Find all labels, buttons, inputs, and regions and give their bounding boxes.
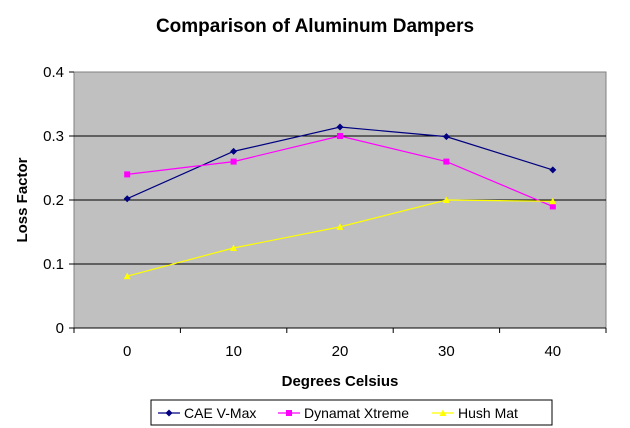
data-point — [337, 133, 343, 139]
legend-label: CAE V-Max — [184, 405, 256, 421]
y-tick-label: 0.4 — [43, 64, 64, 81]
x-tick-label: 30 — [438, 343, 455, 360]
x-tick-label: 10 — [225, 343, 242, 360]
legend-box — [150, 399, 553, 426]
y-axis: 0 0.1 0.2 0.3 0.4 — [43, 64, 74, 337]
series-0 — [123, 123, 557, 203]
x-axis-title: Degrees Celsius — [282, 373, 399, 390]
x-tick-label: 20 — [332, 343, 349, 360]
legend-item: CAE V-Max — [158, 405, 256, 421]
legend-label: Hush Mat — [458, 405, 518, 421]
data-point — [123, 272, 131, 280]
chart-title: Comparison of Aluminum Dampers — [156, 16, 474, 37]
legend-marker — [165, 409, 173, 417]
series-2 — [123, 196, 557, 280]
data-point — [230, 158, 237, 165]
legend-marker — [286, 410, 292, 416]
data-point — [230, 147, 238, 155]
legend-item: Dynamat Xtreme — [278, 405, 409, 421]
series-lines — [123, 123, 557, 280]
y-axis-title: Loss Factor — [14, 157, 31, 242]
x-tick-label: 0 — [123, 343, 131, 360]
series-1 — [124, 133, 556, 210]
data-point — [336, 123, 344, 131]
data-point — [336, 223, 344, 230]
y-tick-label: 0.1 — [43, 256, 64, 273]
legend-label: Dynamat Xtreme — [304, 405, 409, 421]
y-tick-label: 0 — [56, 320, 64, 337]
legend-marker — [439, 409, 447, 416]
data-point — [123, 195, 131, 203]
y-tick-label: 0.2 — [43, 192, 64, 209]
data-point — [549, 197, 557, 205]
data-point — [230, 244, 238, 251]
data-point — [442, 196, 450, 203]
data-point — [549, 166, 557, 174]
y-tick-label: 0.3 — [43, 128, 64, 145]
data-point — [442, 133, 450, 141]
legend-item: Hush Mat — [432, 405, 518, 421]
legend: CAE V-Max Dynamat Xtreme Hush Mat — [150, 399, 553, 426]
data-point — [549, 203, 556, 210]
x-axis: 0 10 20 30 40 — [73, 327, 607, 360]
data-point — [124, 171, 131, 178]
data-point — [443, 158, 450, 165]
x-tick-label: 40 — [544, 343, 561, 360]
